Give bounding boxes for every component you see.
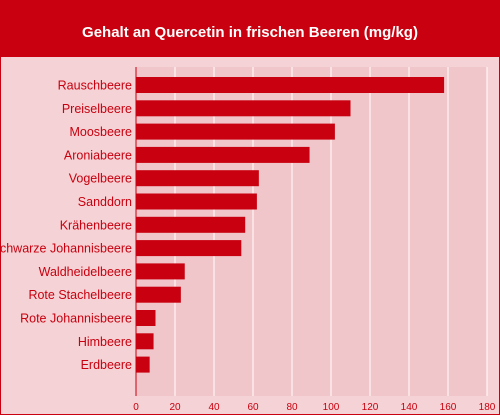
x-tick-label: 180 [479, 402, 496, 413]
x-tick-label: 100 [323, 402, 340, 413]
category-label: Schwarze Johannisbeere [1, 242, 132, 256]
bar [136, 146, 310, 163]
x-tick-label: 80 [286, 402, 298, 413]
bar [136, 170, 259, 187]
plot-area: 0 20 40 60 80 100 120 140 160 180 Rauschbeere Preis… [1, 57, 499, 414]
bar [136, 240, 242, 257]
category-label: Himbeere [78, 335, 132, 349]
category-label: Aroniabeere [64, 148, 132, 162]
bar [136, 263, 185, 280]
x-tick-label: 140 [401, 402, 418, 413]
x-tick-label: 160 [440, 402, 457, 413]
bar [136, 356, 150, 373]
bar [136, 286, 181, 303]
x-tick-label: 0 [133, 402, 139, 413]
x-tick-label: 20 [169, 402, 181, 413]
category-label: Rote Stachelbeere [28, 288, 132, 302]
chart-header: Gehalt an Quercetin in frischen Beeren (… [1, 1, 499, 57]
category-label: Rauschbeere [58, 79, 132, 93]
x-tick-label: 120 [362, 402, 379, 413]
bar [136, 77, 445, 93]
chart-title: Gehalt an Quercetin in frischen Beeren (… [82, 24, 418, 41]
category-label: Erdbeere [81, 358, 132, 372]
bar-chart: 0 20 40 60 80 100 120 140 160 180 Rauschbeere Preis… [1, 67, 496, 413]
x-tick-label: 40 [208, 402, 220, 413]
category-label: Waldheidelbeere [39, 265, 132, 279]
category-label: Preiselbeere [62, 102, 132, 116]
category-label: Sanddorn [78, 195, 132, 209]
bar [136, 216, 246, 233]
bar [136, 100, 351, 117]
x-tick-label: 60 [247, 402, 259, 413]
category-label: Krähenbeere [60, 218, 132, 232]
category-label: Moosbeere [69, 125, 132, 139]
bar [136, 123, 335, 140]
category-label: Rote Johannisbeere [20, 312, 132, 326]
bar [136, 333, 154, 350]
category-label: Vogelbeere [69, 172, 132, 186]
bar [136, 310, 156, 326]
bar [136, 193, 257, 210]
